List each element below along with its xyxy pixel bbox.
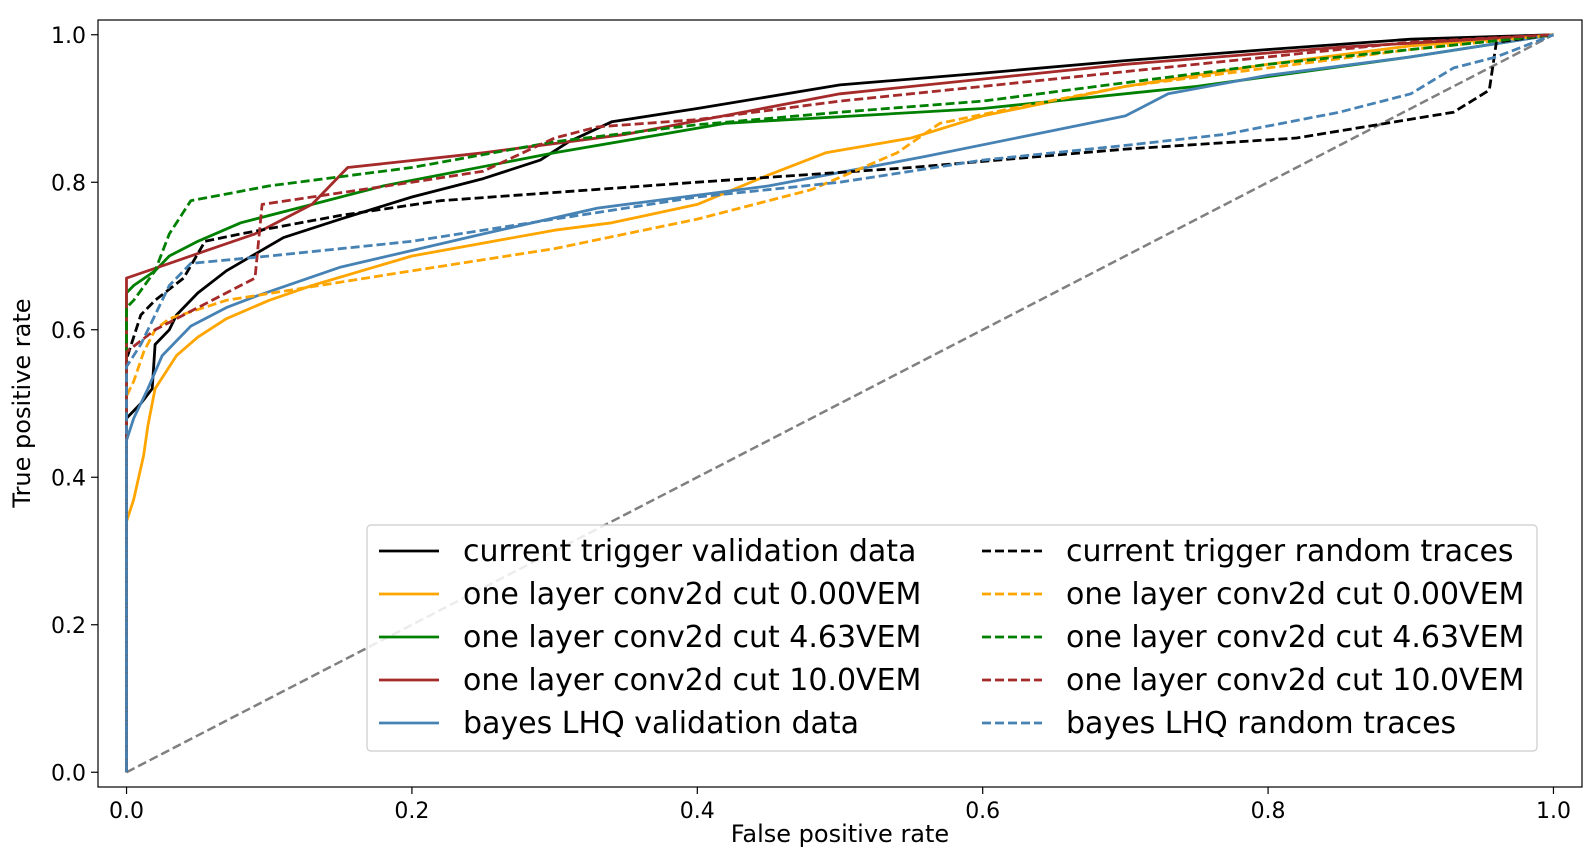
y-tick-label: 0.0 (51, 761, 86, 786)
legend: current trigger validation data one layer… (366, 524, 1538, 752)
x-tick-label: 0.0 (109, 799, 144, 824)
series-line-7 (125, 33, 1554, 773)
y-tick-label: 1.0 (51, 24, 86, 49)
series-line-5 (125, 33, 1554, 773)
x-tick-label: 0.4 (680, 799, 715, 824)
y-tick-label: 0.2 (51, 614, 86, 639)
legend-label-4: bayes LHQ validation data (463, 706, 859, 741)
x-tick-label: 0.2 (394, 799, 429, 824)
series-line-2 (125, 33, 1554, 773)
series-group (125, 33, 1555, 773)
legend-label-0: current trigger validation data (463, 534, 916, 569)
y-tick-label: 0.4 (51, 466, 86, 491)
series-line-8 (125, 33, 1554, 773)
legend-label-3: one layer conv2d cut 10.0VEM (463, 663, 921, 698)
series-line-4 (125, 33, 1554, 773)
y-axis-title: True positive rate (8, 298, 36, 508)
series-line-3 (125, 33, 1554, 773)
reference-line-group (125, 33, 1555, 774)
legend-label-2: one layer conv2d cut 4.63VEM (463, 620, 921, 655)
series-line-6 (125, 33, 1554, 773)
legend-box (366, 524, 1538, 752)
x-tick-label: 0.6 (965, 799, 1000, 824)
legend-label-6: one layer conv2d cut 0.00VEM (1066, 577, 1524, 612)
legend-label-7: one layer conv2d cut 4.63VEM (1066, 620, 1524, 655)
legend-label-5: current trigger random traces (1066, 534, 1514, 569)
reference-diagonal-line (125, 33, 1555, 774)
x-axis-ticks: 0.0 0.2 0.4 0.6 0.8 1.0 (109, 787, 1571, 824)
x-tick-label: 0.8 (1251, 799, 1286, 824)
series-line-9 (125, 33, 1555, 773)
plot-frame (97, 19, 1583, 788)
x-axis-title: False positive rate (731, 820, 949, 848)
legend-label-8: one layer conv2d cut 10.0VEM (1066, 663, 1524, 698)
legend-label-1: one layer conv2d cut 0.00VEM (463, 577, 921, 612)
y-tick-label: 0.8 (51, 171, 86, 196)
legend-label-9: bayes LHQ random traces (1066, 706, 1456, 741)
x-tick-label: 1.0 (1536, 799, 1571, 824)
y-axis-ticks: 0.0 0.2 0.4 0.6 0.8 1.0 (51, 24, 98, 786)
series-line-0 (125, 33, 1554, 773)
y-tick-label: 0.6 (51, 319, 86, 344)
